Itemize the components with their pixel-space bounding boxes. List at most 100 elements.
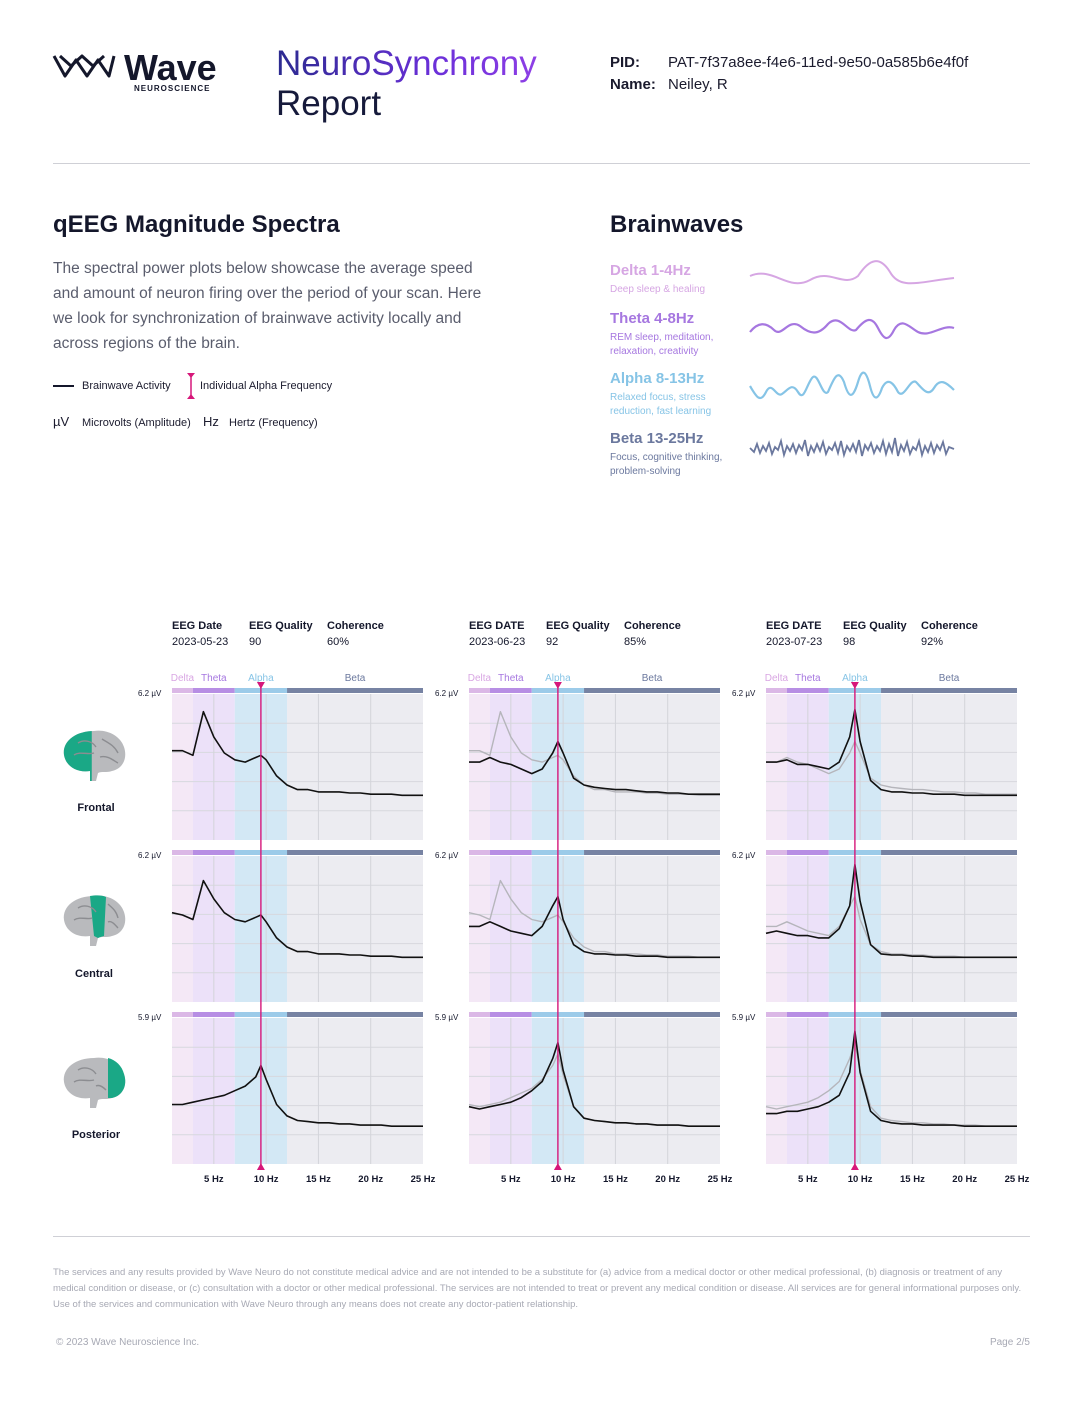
- band-label-alpha: Alpha: [842, 673, 868, 684]
- x-tick-label: 10 Hz: [254, 1174, 279, 1185]
- alpha-wave-icon: [749, 371, 955, 400]
- series-line-current: [469, 740, 720, 796]
- report-title-line1: NeuroSynchrony: [276, 44, 537, 83]
- band-strip-beta: [287, 688, 423, 693]
- pid-label: PID:: [610, 54, 640, 71]
- band-strip-theta: [786, 850, 829, 855]
- band-bg-beta: [881, 694, 1017, 840]
- session-2-date-label: EEG DATE: [469, 620, 525, 632]
- band-label-theta: Theta: [498, 673, 524, 684]
- band-label-alpha: Alpha: [545, 673, 571, 684]
- band-strip-beta: [881, 1012, 1017, 1017]
- brain-central-icon: [63, 895, 126, 946]
- session-3-date: 2023-07-23: [766, 636, 823, 648]
- band-strip-theta: [786, 1012, 829, 1017]
- footer-divider: [53, 1236, 1030, 1237]
- band-bg-delta: [766, 856, 787, 1002]
- session-2-quality: 92: [546, 636, 559, 648]
- y-max-label: 6.2 µV: [732, 689, 756, 698]
- x-tick-label: 10 Hz: [848, 1174, 873, 1185]
- session-3-quality-label: EEG Quality: [843, 620, 907, 632]
- x-tick-label: 25 Hz: [708, 1174, 733, 1185]
- x-tick-label: 5 Hz: [501, 1174, 521, 1185]
- band-strip-beta: [287, 1012, 423, 1017]
- iaf-marker-top: [850, 682, 859, 689]
- band-bg-beta: [287, 694, 423, 840]
- brainwave-beta: Beta 13-25Hz Focus, cognitive thinking, …: [610, 430, 740, 479]
- iaf-marker-bottom: [256, 1163, 265, 1170]
- session-2-quality-label: EEG Quality: [546, 620, 610, 632]
- series-line-previous: [469, 711, 720, 796]
- name-label: Name:: [610, 76, 656, 93]
- brainwave-theta: Theta 4-8Hz REM sleep, meditation, relax…: [610, 310, 740, 359]
- wave-logo: Wave NEUROSCIENCE: [52, 50, 217, 93]
- y-max-label: 6.2 µV: [138, 689, 162, 698]
- session-3-quality: 98: [843, 636, 856, 648]
- band-strip-delta: [172, 688, 193, 693]
- series-line-current: [172, 710, 423, 797]
- band-strip-theta: [192, 850, 235, 855]
- legend-activity: Brainwave Activity: [82, 380, 171, 392]
- series-line-current: [766, 708, 1017, 797]
- series-line-previous: [468, 879, 720, 958]
- band-strip-beta: [584, 1012, 720, 1017]
- report-title: NeuroSynchrony Report: [276, 44, 537, 124]
- series-line-current: [468, 1041, 720, 1127]
- activity-line-icon: [53, 385, 74, 387]
- band-label-beta: Beta: [345, 673, 366, 684]
- delta-wave-icon: [749, 260, 955, 285]
- iaf-marker-bottom: [850, 1163, 859, 1170]
- band-bg-delta: [469, 856, 490, 1002]
- band-strip-delta: [469, 1012, 490, 1017]
- header-divider: [53, 163, 1030, 164]
- iaf-marker-top: [256, 682, 265, 689]
- band-strip-theta: [489, 1012, 532, 1017]
- session-3-coherence-label: Coherence: [921, 620, 978, 632]
- session-1-coherence-label: Coherence: [327, 620, 384, 632]
- legend: Brainwave Activity Individual Alpha Freq…: [53, 373, 473, 436]
- iaf-marker-bottom: [553, 1163, 562, 1170]
- x-tick-label: 20 Hz: [952, 1174, 977, 1185]
- session-1-date: 2023-05-23: [172, 636, 229, 648]
- region-posterior: Posterior: [71, 1129, 121, 1141]
- x-tick-label: 5 Hz: [798, 1174, 818, 1185]
- series-line-current: [766, 1030, 1017, 1127]
- spectra-description: The spectral power plots below showcase …: [53, 260, 482, 352]
- session-2-coherence: 85%: [624, 636, 647, 648]
- session-3-date-label: EEG DATE: [766, 620, 822, 632]
- y-max-label: 5.9 µV: [435, 1013, 459, 1022]
- band-strip-theta: [489, 850, 532, 855]
- band-bg-beta: [584, 856, 720, 1002]
- alpha-desc: Relaxed focus, stress reduction, fast le…: [610, 392, 712, 417]
- name-value: Neiley, R: [668, 76, 728, 93]
- brand-sub: NEUROSCIENCE: [134, 84, 210, 93]
- band-bg-beta: [287, 856, 423, 1002]
- y-max-label: 6.2 µV: [732, 851, 756, 860]
- pid-value: PAT-7f37a8ee-f4e6-11ed-9e50-0a585b6e4f0f: [668, 54, 969, 71]
- session-header-1: EEG Date 2023-05-23 EEG Quality 90 Coher…: [172, 620, 412, 650]
- band-bg-delta: [766, 694, 787, 840]
- x-tick-label: 15 Hz: [603, 1174, 628, 1185]
- x-tick-label: 20 Hz: [358, 1174, 383, 1185]
- band-strip-delta: [766, 850, 787, 855]
- band-strip-theta: [192, 1012, 235, 1017]
- name-row: Name: Neiley, R: [610, 76, 728, 93]
- x-tick-label: 10 Hz: [551, 1174, 576, 1185]
- band-bg-beta: [584, 694, 720, 840]
- legend-iaf: Individual Alpha Frequency: [200, 380, 333, 392]
- x-tick-label: 25 Hz: [1005, 1174, 1030, 1185]
- pid-row: PID: PAT-7f37a8ee-f4e6-11ed-9e50-0a585b6e…: [610, 54, 968, 71]
- brainwave-list: Delta 1-4Hz Deep sleep & healing Theta 4…: [610, 260, 1010, 482]
- brainwave-delta: Delta 1-4Hz Deep sleep & healing: [610, 262, 740, 297]
- band-bg-delta: [766, 1018, 787, 1164]
- copyright: © 2023 Wave Neuroscience Inc.: [56, 1337, 200, 1348]
- band-bg-delta: [469, 1018, 490, 1164]
- band-strip-delta: [766, 1012, 787, 1017]
- iaf-marker-top: [553, 682, 562, 689]
- band-strip-beta: [584, 688, 720, 693]
- wave-logo-mark-icon: [52, 54, 116, 78]
- band-strip-beta: [881, 688, 1017, 693]
- beta-wave-icon: [749, 437, 955, 459]
- band-strip-theta: [489, 688, 532, 693]
